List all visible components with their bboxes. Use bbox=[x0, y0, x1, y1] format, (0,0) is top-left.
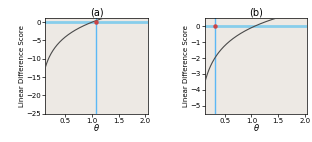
X-axis label: θ: θ bbox=[94, 124, 99, 133]
X-axis label: θ: θ bbox=[253, 124, 259, 133]
Y-axis label: Linear Difference Score: Linear Difference Score bbox=[183, 25, 189, 107]
Title: (b): (b) bbox=[249, 8, 263, 18]
Y-axis label: Linear Difference Score: Linear Difference Score bbox=[19, 25, 25, 107]
Title: (a): (a) bbox=[90, 8, 104, 18]
